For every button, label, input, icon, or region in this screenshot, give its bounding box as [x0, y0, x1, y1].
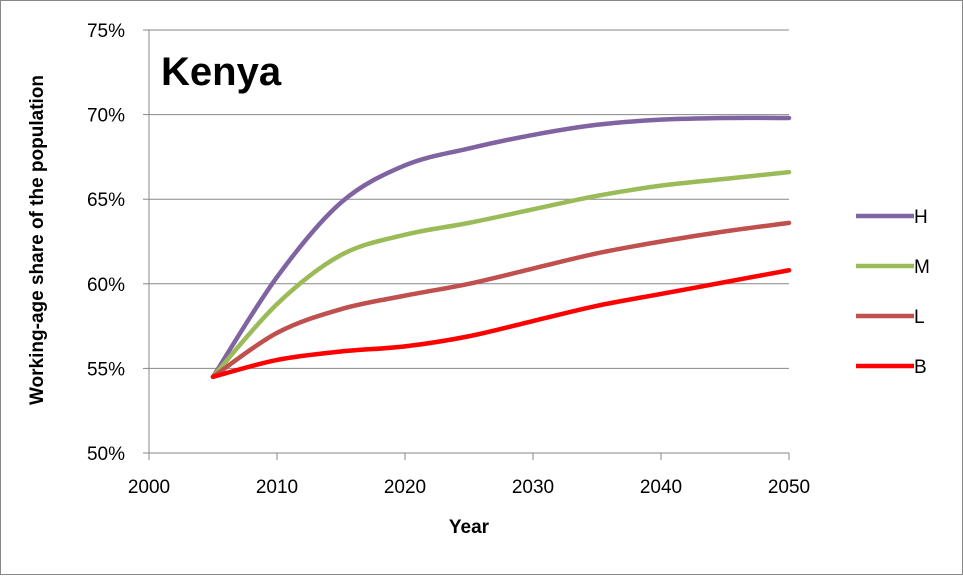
legend-label-l: L	[914, 307, 925, 328]
y-tick-label: 70%	[87, 106, 125, 127]
series-line-m	[210, 169, 792, 380]
x-axis-title: Year	[449, 517, 490, 538]
chart-title: Kenya	[161, 50, 282, 94]
legend-label-m: M	[914, 257, 930, 278]
x-tick-label: 2040	[640, 477, 682, 498]
series-line-b	[210, 268, 792, 380]
series-line-l	[210, 220, 792, 380]
y-tick-label: 65%	[87, 190, 125, 211]
y-tick-label: 75%	[87, 21, 125, 42]
y-tick-label: 50%	[87, 444, 125, 465]
legend-label-h: H	[914, 207, 928, 228]
y-tick-label: 55%	[87, 359, 125, 380]
series-line-h	[210, 115, 792, 380]
y-axis-title: Working-age share of the population	[27, 75, 48, 405]
gridlines	[149, 29, 789, 369]
x-tick-label: 2050	[768, 477, 810, 498]
x-tick-label: 2000	[128, 477, 170, 498]
x-tick-label: 2020	[384, 477, 426, 498]
legend-label-b: B	[914, 357, 927, 378]
series-lines	[210, 115, 792, 380]
y-tick-label: 60%	[87, 275, 125, 296]
legend: H M L B	[856, 207, 930, 378]
x-tick-label: 2030	[512, 477, 554, 498]
x-tick-label: 2010	[256, 477, 298, 498]
axes: 50% 55% 60% 65% 70% 75% 2000 2010 2020 2030 2040 20…	[87, 21, 810, 498]
